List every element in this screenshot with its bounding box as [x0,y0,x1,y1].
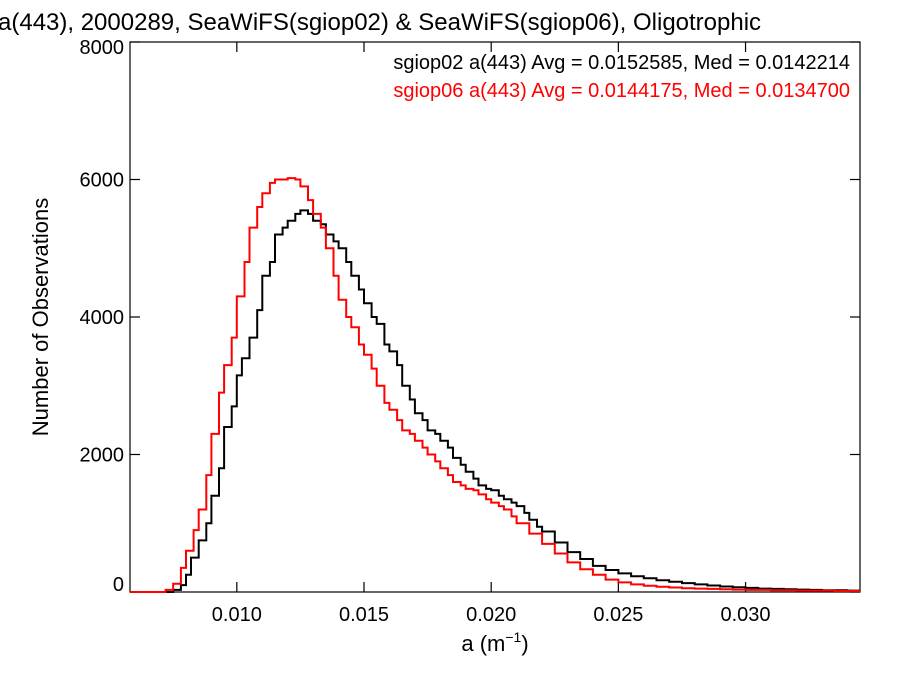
plot-frame [129,41,861,593]
x-tick-label: 0.030 [721,604,771,626]
x-axis-ticks: 0.010 0.015 0.020 0.025 0.030 [212,42,771,626]
x-axis-label: a (m−1) [461,629,528,656]
x-axis-label-superscript: −1 [505,629,521,645]
y-tick-label: 6000 [80,170,125,192]
y-axis-ticks: 0 2000 4000 6000 8000 [80,37,860,596]
y-axis-label: Number of Observations [28,198,53,436]
x-axis-label-close: ) [521,631,528,656]
chart-title: a(443), 2000289, SeaWiFS(sgiop02) & SeaW… [0,9,761,36]
x-tick-label: 0.010 [212,604,262,626]
series-line-sgiop02 [130,209,860,593]
x-tick-label: 0.025 [593,604,643,626]
y-tick-label: 0 [113,574,124,596]
x-tick-label: 0.020 [466,604,516,626]
legend-entry-sgiop02: sgiop02 a(443) Avg = 0.0152585, Med = 0.… [393,52,850,74]
y-tick-label: 2000 [80,445,125,467]
y-tick-label: 8000 [80,37,125,59]
legend-entry-sgiop06: sgiop06 a(443) Avg = 0.0144175, Med = 0.… [393,80,850,102]
x-tick-label: 0.015 [339,604,389,626]
y-tick-label: 4000 [80,307,125,329]
series-line-sgiop06 [130,177,860,593]
x-axis-label-text: a (m [461,631,505,656]
